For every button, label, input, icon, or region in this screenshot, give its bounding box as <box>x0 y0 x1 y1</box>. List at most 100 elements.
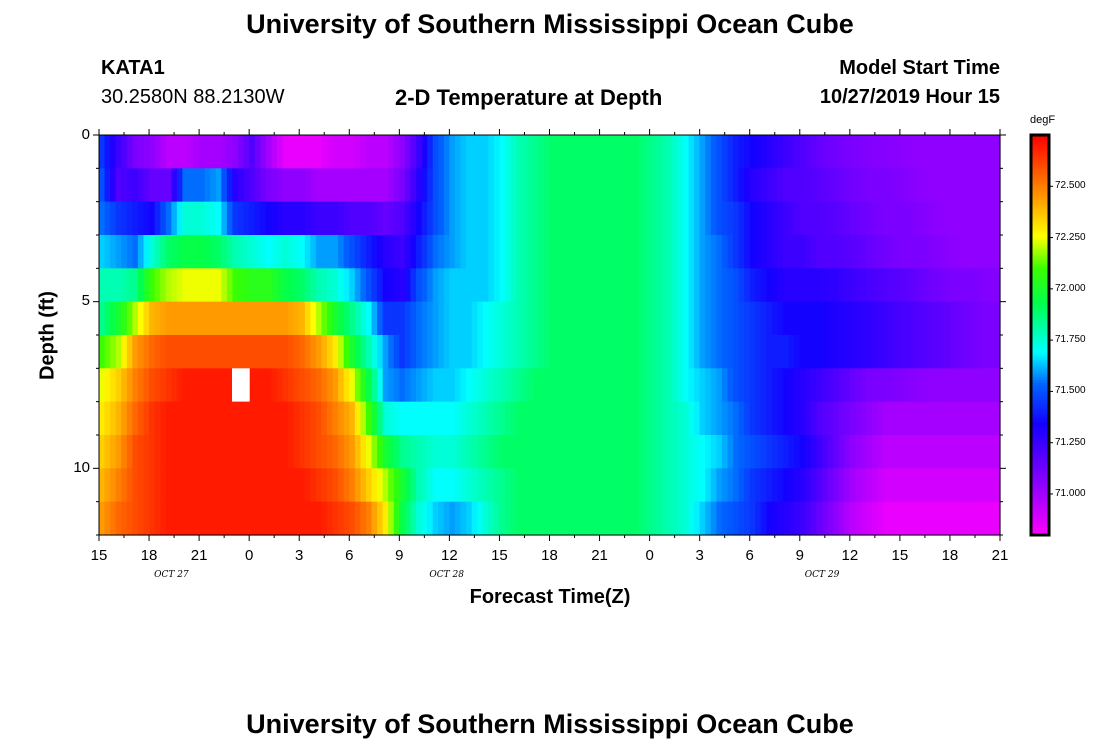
heatmap-cell <box>254 268 261 303</box>
heatmap-cell <box>377 468 384 503</box>
heatmap-cell <box>560 368 567 403</box>
heatmap-cell <box>488 368 495 403</box>
y-tick-label: 5 <box>81 292 90 309</box>
heatmap-cell <box>143 135 150 169</box>
heatmap-cell <box>694 301 701 336</box>
heatmap-cell <box>288 168 295 203</box>
heatmap-cell <box>682 268 690 303</box>
heatmap-cell <box>883 301 890 336</box>
heatmap-cell <box>388 135 395 169</box>
heatmap-cell <box>360 335 367 369</box>
heatmap-cell <box>532 335 539 369</box>
heatmap-cell <box>421 168 428 203</box>
heatmap-cell <box>822 268 829 303</box>
heatmap-cell <box>549 268 556 303</box>
heatmap-cell <box>638 501 645 536</box>
heatmap-cell <box>321 368 328 403</box>
heatmap-cell <box>905 235 912 269</box>
heatmap-cell <box>783 268 790 303</box>
heatmap-cell <box>460 301 467 336</box>
heatmap-cell <box>460 135 467 169</box>
heatmap-cell <box>721 468 729 503</box>
heatmap-cell <box>377 168 384 203</box>
heatmap-cell <box>571 301 578 336</box>
heatmap-cell <box>388 468 395 503</box>
heatmap-cell <box>872 235 879 269</box>
heatmap-cell <box>593 368 601 403</box>
heatmap-cell <box>638 201 645 236</box>
heatmap-cell <box>838 368 845 403</box>
heatmap-cell <box>888 435 895 469</box>
colorbar-segment <box>1031 435 1049 439</box>
heatmap-cell <box>621 168 628 203</box>
heatmap-cell <box>399 168 406 203</box>
heatmap-cell <box>738 468 745 503</box>
heatmap-cell <box>137 501 145 536</box>
missing-data-cells <box>232 368 250 402</box>
heatmap-cell <box>354 368 361 403</box>
heatmap-cell <box>660 501 667 536</box>
colorbar-segment <box>1031 417 1049 421</box>
heatmap-cell <box>360 435 367 469</box>
colorbar-tick-label: 72.500 <box>1055 180 1086 192</box>
heatmap-cell <box>688 468 695 503</box>
heatmap-cell <box>949 168 957 203</box>
heatmap-cell <box>443 268 450 303</box>
heatmap-cell <box>310 268 317 303</box>
heatmap-cell <box>605 335 612 369</box>
heatmap-cell <box>382 301 389 336</box>
heatmap-cell <box>855 468 862 503</box>
heatmap-cell <box>872 301 879 336</box>
heatmap-cell <box>977 268 984 303</box>
heatmap-cell <box>99 401 106 436</box>
heatmap-cell <box>799 401 806 436</box>
x-tick-label: 21 <box>991 547 1009 564</box>
colorbar-segment <box>1031 257 1049 261</box>
heatmap-cell <box>638 235 645 269</box>
heatmap-cell <box>872 268 879 303</box>
heatmap-cell <box>593 468 601 503</box>
heatmap-cell <box>555 168 562 203</box>
heatmap-cell <box>332 501 339 536</box>
heatmap-cell <box>249 435 256 469</box>
heatmap-cell <box>149 168 156 203</box>
heatmap-cell <box>121 201 128 236</box>
heatmap-cell <box>99 435 106 469</box>
heatmap-cell <box>499 268 506 303</box>
heatmap-cell <box>944 201 951 236</box>
heatmap-cell <box>838 468 845 503</box>
x-tick-label: 9 <box>395 547 404 564</box>
colorbar-segment <box>1031 522 1049 526</box>
heatmap-cell <box>666 468 673 503</box>
heatmap-cell <box>988 201 996 236</box>
heatmap-cell <box>154 168 161 203</box>
heatmap-cell <box>510 168 517 203</box>
heatmap-cell <box>571 335 578 369</box>
heatmap-cell <box>949 401 957 436</box>
heatmap-cell <box>616 435 623 469</box>
heatmap-cell <box>543 135 551 169</box>
heatmap-cell <box>393 401 400 436</box>
heatmap-cell <box>377 301 384 336</box>
heatmap-cell <box>638 301 645 336</box>
heatmap-cell <box>110 135 117 169</box>
heatmap-cell <box>404 335 412 369</box>
heatmap-cell <box>644 468 651 503</box>
heatmap-cell <box>610 368 617 403</box>
heatmap-cell <box>271 435 278 469</box>
heatmap-cell <box>488 435 495 469</box>
heatmap-cell <box>610 268 617 303</box>
heatmap-cell <box>755 435 762 469</box>
heatmap-cell <box>132 435 139 469</box>
heatmap-cell <box>855 301 862 336</box>
heatmap-cell <box>304 135 311 169</box>
heatmap-cell <box>582 268 590 303</box>
heatmap-cell <box>549 135 556 169</box>
heatmap-cell <box>410 201 417 236</box>
plot-title: 2-D Temperature at Depth <box>395 85 663 110</box>
heatmap-cell <box>933 135 940 169</box>
heatmap-cell <box>432 335 439 369</box>
heatmap-cell <box>477 201 484 236</box>
heatmap-cell <box>160 301 167 336</box>
heatmap-cell <box>510 335 517 369</box>
